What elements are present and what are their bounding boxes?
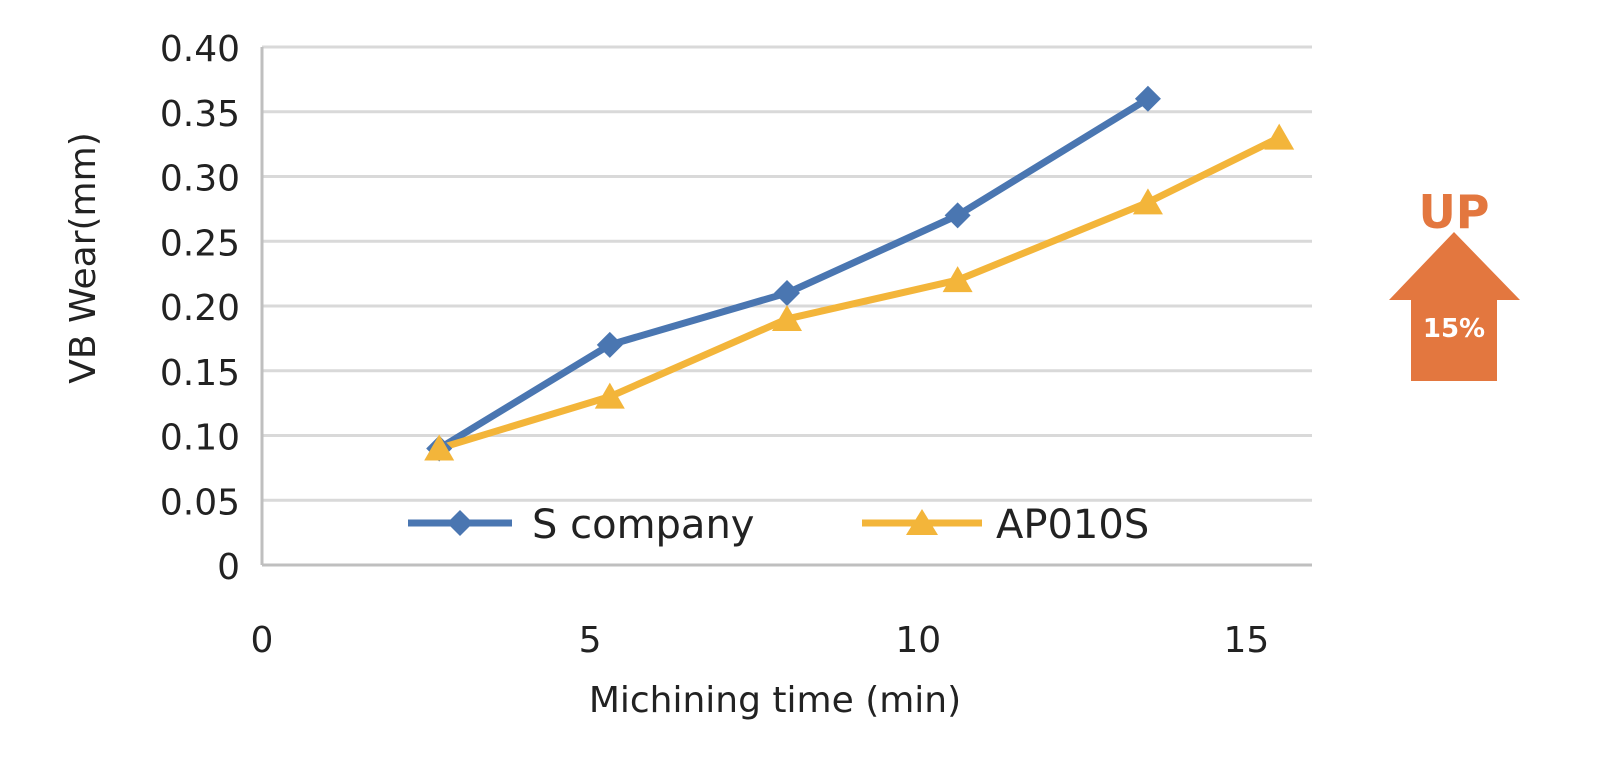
x-tick-label: 15 bbox=[1223, 620, 1269, 661]
x-tick-label: 0 bbox=[251, 620, 274, 661]
legend-label-s-company: S company bbox=[532, 502, 754, 548]
x-tick-label: 10 bbox=[895, 620, 941, 661]
y-tick-label: 0 bbox=[217, 547, 240, 588]
y-tick-label: 0.35 bbox=[160, 94, 240, 135]
series-lines bbox=[435, 95, 1283, 452]
y-tick-label: 0.10 bbox=[160, 418, 240, 459]
up-label: UP bbox=[1418, 185, 1489, 239]
y-tick-label: 0.15 bbox=[160, 353, 240, 394]
y-tick-label: 0.30 bbox=[160, 159, 240, 200]
data-point-ap010s bbox=[942, 266, 973, 293]
up-percentage: 15% bbox=[1423, 314, 1485, 344]
x-tick-label: 5 bbox=[579, 620, 602, 661]
axes: 0 0.05 0.10 0.15 0.20 0.25 0.30 0.35 0.40 0 5 10 15 bbox=[160, 29, 1312, 661]
series-line-ap010s bbox=[435, 134, 1283, 452]
data-point-ap010s bbox=[424, 434, 455, 461]
data-point-ap010s bbox=[1264, 123, 1295, 150]
y-tick-label: 0.25 bbox=[160, 223, 240, 264]
series-markers bbox=[424, 85, 1295, 462]
gridlines bbox=[262, 45, 1312, 502]
y-axis-title: VB Wear(mm) bbox=[63, 132, 104, 384]
x-axis-title: Michining time (min) bbox=[589, 680, 961, 721]
y-tick-label: 0.40 bbox=[160, 29, 240, 70]
legend-marker-ap010s bbox=[906, 509, 938, 535]
legend-label-ap010s: AP010S bbox=[996, 502, 1149, 548]
up-arrow-icon bbox=[1389, 232, 1520, 381]
legend: S company AP010S bbox=[408, 502, 1149, 548]
y-tick-label: 0.20 bbox=[160, 288, 240, 329]
data-point-s-company bbox=[1134, 85, 1161, 112]
legend-marker-s-company bbox=[447, 510, 473, 536]
data-point-s-company bbox=[596, 331, 623, 358]
y-tick-label: 0.05 bbox=[160, 482, 240, 523]
data-point-ap010s bbox=[1132, 188, 1163, 215]
series-line-s-company bbox=[435, 95, 1152, 452]
data-point-ap010s bbox=[772, 304, 802, 331]
data-point-s-company bbox=[944, 202, 971, 229]
data-point-ap010s bbox=[594, 382, 625, 409]
data-point-s-company bbox=[774, 280, 800, 307]
up-callout: UP 15% bbox=[1389, 185, 1520, 381]
